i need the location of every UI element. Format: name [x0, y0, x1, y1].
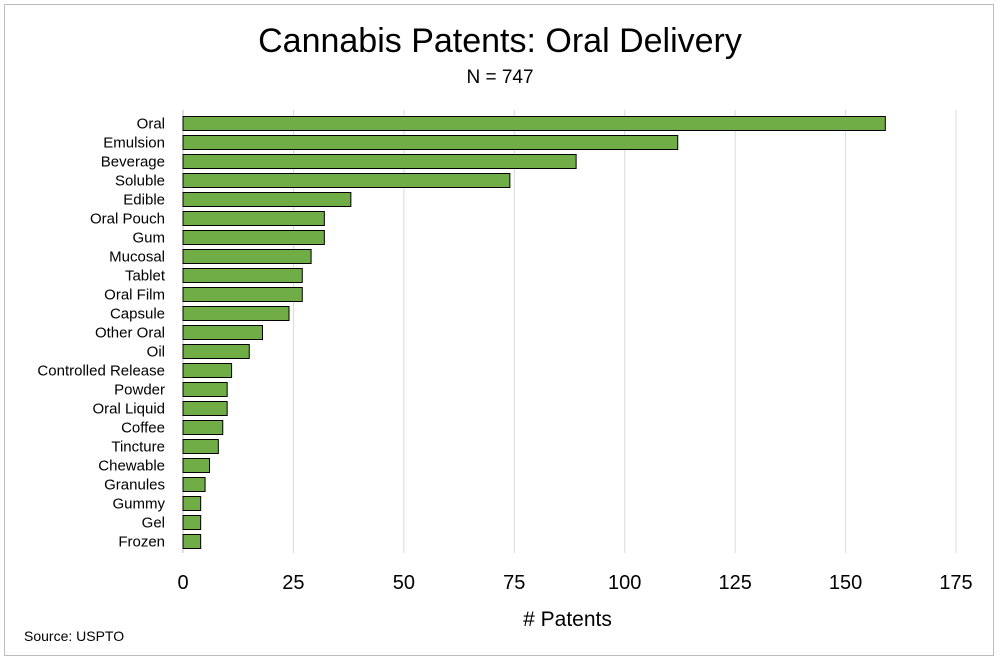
bar-soluble	[182, 173, 511, 188]
bar-capsule	[182, 306, 290, 321]
chart-subtitle: N = 747	[466, 67, 534, 88]
category-label: Controlled Release	[37, 363, 165, 380]
category-label: Mucosal	[109, 249, 165, 266]
bar-edible	[182, 192, 352, 207]
category-label: Powder	[114, 382, 165, 399]
x-tick-label: 50	[393, 572, 415, 594]
category-label: Beverage	[101, 154, 165, 171]
bar-gel	[182, 515, 202, 530]
bar-powder	[182, 382, 228, 397]
bar-other-oral	[182, 325, 264, 340]
chart-frame	[4, 4, 994, 656]
category-label: Oral	[137, 116, 165, 133]
category-label: Oral Pouch	[90, 211, 165, 228]
bar-tablet	[182, 268, 303, 283]
bars	[182, 116, 886, 549]
category-label: Tincture	[111, 439, 165, 456]
bar-gum	[182, 230, 325, 245]
bar-oral-film	[182, 287, 303, 302]
x-tick-label: 0	[177, 572, 188, 594]
x-tick-label: 25	[282, 572, 304, 594]
x-tick-label: 125	[718, 572, 751, 594]
category-label: Soluble	[115, 173, 165, 190]
bar-controlled-release	[182, 363, 233, 378]
bar-beverage	[182, 154, 577, 169]
category-label: Oral Film	[104, 287, 165, 304]
bar-coffee	[182, 420, 224, 435]
source-note: Source: USPTO	[24, 628, 125, 644]
bar-emulsion	[182, 135, 679, 150]
bar-frozen	[182, 534, 202, 549]
category-label: Capsule	[110, 306, 165, 323]
x-axis-label: # Patents	[523, 608, 612, 631]
bar-gummy	[182, 496, 202, 511]
category-label: Coffee	[121, 420, 165, 437]
category-label: Granules	[104, 477, 165, 494]
category-label: Gummy	[113, 496, 166, 513]
category-label: Emulsion	[103, 135, 165, 152]
category-label: Gum	[132, 230, 165, 247]
category-label: Frozen	[118, 534, 165, 551]
bar-tincture	[182, 439, 219, 454]
x-tick-label: 100	[608, 572, 641, 594]
x-tick-label: 150	[829, 572, 862, 594]
category-labels: Oral Emulsion Beverage Soluble Edible Oral Po…	[37, 116, 165, 551]
category-label: Tablet	[125, 268, 166, 285]
category-label: Chewable	[98, 458, 165, 475]
bar-chewable	[182, 458, 211, 473]
bar-mucosal	[182, 249, 312, 264]
bar-oral-liquid	[182, 401, 228, 416]
bar-oral	[182, 116, 886, 131]
category-label: Edible	[123, 192, 165, 209]
category-label: Other Oral	[95, 325, 165, 342]
bar-granules	[182, 477, 206, 492]
chart-title: Cannabis Patents: Oral Delivery	[258, 22, 742, 60]
bar-oil	[182, 344, 250, 359]
bar-oral-pouch	[182, 211, 325, 226]
x-tick-label: 175	[939, 572, 972, 594]
x-tick-labels: 0 25 50 75 100 125 150 175	[177, 572, 972, 594]
x-tick-label: 75	[503, 572, 525, 594]
category-label: Oil	[147, 344, 165, 361]
category-label: Oral Liquid	[92, 401, 165, 418]
category-label: Gel	[142, 515, 165, 532]
